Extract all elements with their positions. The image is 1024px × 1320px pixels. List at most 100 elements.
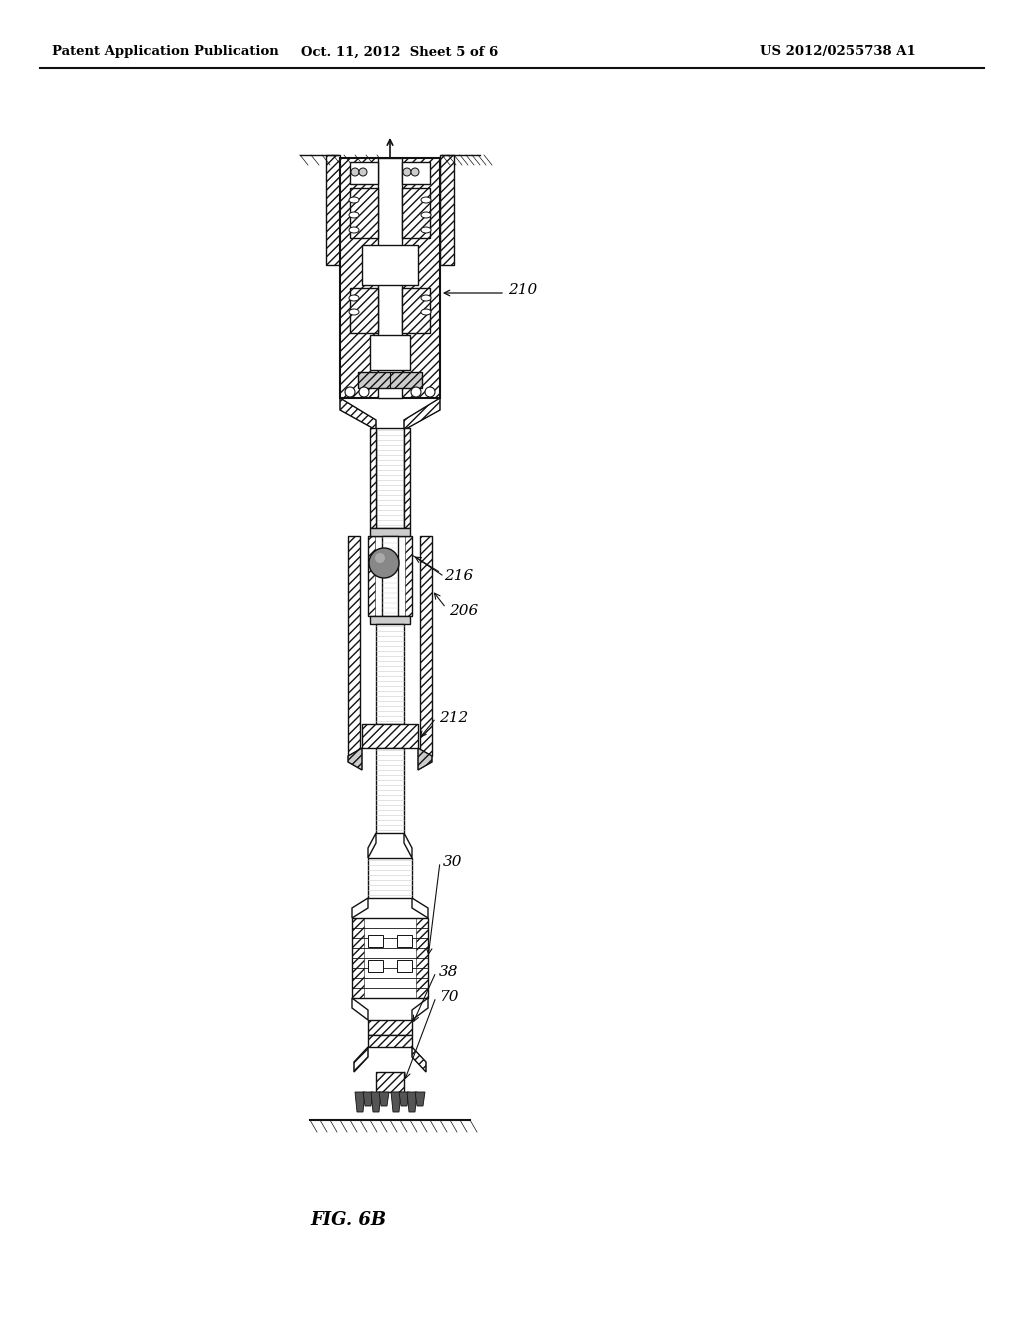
Bar [402, 162, 430, 183]
Circle shape [403, 168, 411, 176]
Polygon shape [352, 898, 368, 917]
Bar [376, 748, 404, 833]
Bar [382, 536, 398, 616]
Polygon shape [371, 1092, 381, 1111]
Polygon shape [412, 998, 428, 1020]
Ellipse shape [349, 197, 359, 203]
Bar [368, 960, 383, 972]
Bar [406, 536, 412, 616]
Polygon shape [412, 1047, 426, 1072]
Bar [350, 162, 378, 183]
Polygon shape [362, 1092, 373, 1106]
Bar [404, 428, 410, 528]
Bar [420, 536, 432, 756]
Bar [370, 335, 410, 370]
Ellipse shape [421, 227, 431, 234]
Bar [352, 917, 428, 998]
Text: 212: 212 [439, 711, 468, 725]
Bar [376, 624, 404, 723]
Bar [368, 1020, 412, 1035]
Bar [370, 528, 410, 536]
Bar [368, 1035, 412, 1047]
Bar [362, 723, 418, 748]
Bar [420, 536, 432, 756]
Polygon shape [379, 1092, 389, 1106]
Text: 206: 206 [449, 605, 478, 618]
Polygon shape [404, 833, 412, 858]
Bar [362, 246, 418, 285]
Circle shape [351, 168, 359, 176]
Circle shape [359, 387, 369, 397]
Bar [326, 154, 340, 265]
Bar [358, 372, 422, 388]
Ellipse shape [421, 213, 431, 218]
Text: Oct. 11, 2012  Sheet 5 of 6: Oct. 11, 2012 Sheet 5 of 6 [301, 45, 499, 58]
Text: 216: 216 [444, 569, 473, 583]
Bar [402, 187, 430, 238]
Bar [416, 917, 428, 998]
Text: Patent Application Publication: Patent Application Publication [52, 45, 279, 58]
Polygon shape [354, 1047, 368, 1072]
Circle shape [411, 387, 421, 397]
Ellipse shape [349, 294, 359, 301]
Polygon shape [418, 748, 432, 770]
Bar [350, 187, 378, 238]
Polygon shape [407, 1092, 417, 1111]
Polygon shape [415, 1092, 425, 1106]
Bar [370, 616, 410, 624]
Bar [368, 1035, 412, 1047]
Bar [376, 428, 404, 528]
Polygon shape [340, 399, 376, 430]
Ellipse shape [349, 213, 359, 218]
Polygon shape [404, 399, 440, 430]
Bar [352, 917, 364, 998]
Bar [368, 536, 412, 616]
Polygon shape [355, 1092, 365, 1111]
Circle shape [411, 168, 419, 176]
Bar [402, 288, 430, 333]
Ellipse shape [421, 294, 431, 301]
Bar [368, 1020, 412, 1035]
Polygon shape [391, 1092, 401, 1111]
Text: 30: 30 [443, 855, 463, 869]
Bar [358, 372, 422, 388]
Ellipse shape [421, 309, 431, 315]
Ellipse shape [349, 227, 359, 234]
Ellipse shape [421, 197, 431, 203]
Bar [397, 935, 412, 946]
Bar [350, 187, 378, 238]
Bar [348, 536, 360, 756]
Circle shape [359, 168, 367, 176]
Bar [440, 154, 454, 265]
Bar [350, 288, 378, 333]
Bar [368, 935, 383, 946]
Polygon shape [412, 898, 428, 917]
Circle shape [425, 387, 435, 397]
Bar [397, 960, 412, 972]
Bar [402, 288, 430, 333]
Text: 210: 210 [508, 282, 538, 297]
Circle shape [375, 553, 385, 564]
Polygon shape [368, 833, 376, 858]
Ellipse shape [349, 309, 359, 315]
Bar [376, 1072, 404, 1092]
Bar [370, 428, 376, 528]
Bar [348, 536, 360, 756]
Bar [350, 288, 378, 333]
Text: 70: 70 [439, 990, 459, 1005]
Bar [402, 187, 430, 238]
Bar [376, 1072, 404, 1092]
Text: 38: 38 [439, 965, 459, 979]
Bar [404, 428, 410, 528]
Bar [340, 158, 440, 399]
Bar [326, 154, 340, 265]
Text: US 2012/0255738 A1: US 2012/0255738 A1 [760, 45, 915, 58]
Polygon shape [352, 998, 368, 1020]
Bar [440, 154, 454, 265]
Circle shape [369, 548, 399, 578]
Bar [368, 858, 412, 898]
Polygon shape [399, 1092, 409, 1106]
Circle shape [345, 387, 355, 397]
Bar [378, 158, 402, 399]
Polygon shape [348, 748, 362, 770]
